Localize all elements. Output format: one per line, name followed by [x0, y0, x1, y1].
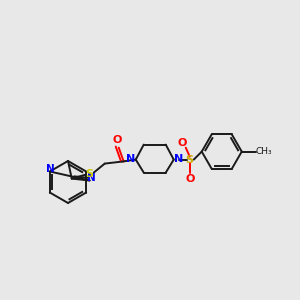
Text: O: O — [177, 138, 186, 148]
Text: S: S — [86, 169, 94, 178]
Text: N: N — [46, 164, 55, 175]
Text: N: N — [174, 154, 183, 164]
Text: N: N — [87, 173, 96, 184]
Text: O: O — [112, 135, 122, 145]
Text: CH₃: CH₃ — [255, 147, 272, 156]
Text: S: S — [186, 154, 194, 165]
Text: N: N — [126, 154, 135, 164]
Text: O: O — [185, 174, 194, 184]
